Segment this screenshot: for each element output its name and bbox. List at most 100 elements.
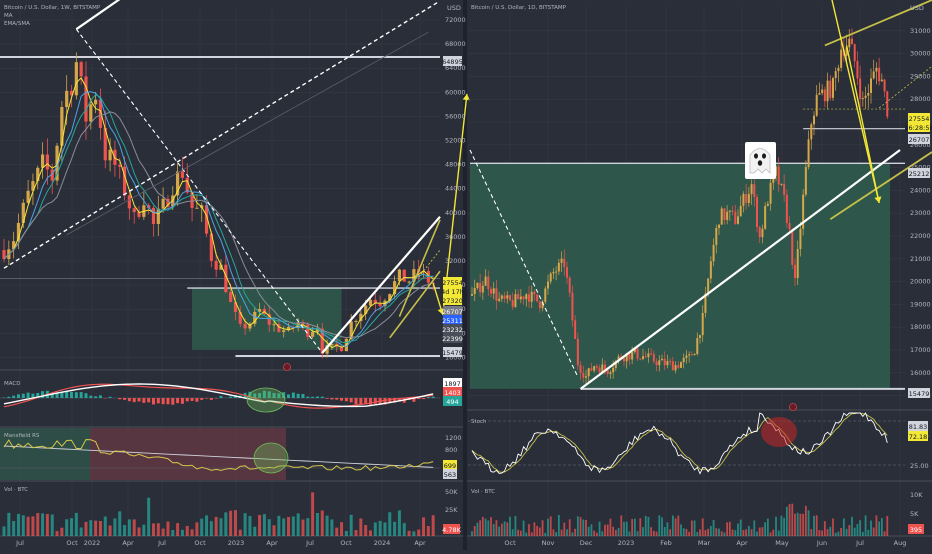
left-volume-bar [224, 512, 227, 536]
right-candle [751, 184, 753, 194]
right-volume-bar [843, 518, 845, 536]
right-volume-bar [501, 524, 503, 536]
right-volume-bar [713, 520, 715, 536]
right-candle [797, 249, 799, 278]
left-candle [65, 91, 68, 107]
right-volume-bar [585, 520, 587, 536]
right-candle [813, 116, 815, 125]
right-candle [865, 96, 867, 98]
right-x-tick: Feb [660, 539, 672, 547]
right-volume-bar [675, 518, 677, 536]
right-volume-bar [694, 520, 696, 536]
right-candle [688, 354, 690, 355]
right-volume-bar [648, 517, 650, 536]
left-volume-bar [350, 515, 353, 536]
left-volume-bar [27, 517, 30, 536]
right-candle [886, 91, 888, 116]
right-volume-bar [544, 533, 546, 536]
left-candle [407, 282, 410, 283]
right-candle [569, 278, 571, 293]
left-volume-bar [403, 523, 406, 536]
right-y-tick: USD [910, 4, 924, 12]
left-y-tick: 56000 [445, 112, 466, 120]
right-candle [645, 356, 647, 357]
right-candle [531, 292, 533, 302]
right-candle [656, 361, 658, 365]
macd-value-label: 1403 [444, 389, 461, 397]
right-candle [761, 229, 763, 237]
right-volume-bar [805, 506, 807, 536]
left-price-label: 27320 [442, 297, 463, 305]
right-volume-bar [637, 531, 639, 536]
right-volume-bar [615, 530, 617, 536]
mansfield-title: Mansfield RS [4, 433, 40, 439]
right-volume-bar [759, 528, 761, 536]
right-volume-bar [721, 531, 723, 536]
right-candle [631, 352, 633, 360]
right-candle [563, 259, 565, 267]
right-volume-bar [618, 528, 620, 536]
left-volume-bar [186, 526, 189, 536]
right-volume-bar [775, 517, 777, 536]
right-x-tick: Oct [504, 539, 516, 547]
right-x-tick: Nov [542, 539, 555, 547]
right-candle [685, 356, 687, 358]
left-volume-bar [99, 521, 102, 536]
left-header-2: EMA/SMA [4, 21, 30, 27]
macd-histogram-bar [89, 396, 92, 398]
right-volume-bar [810, 529, 812, 536]
left-price-label: 64895 [442, 58, 463, 66]
left-volume-bar [263, 514, 266, 536]
right-volume-bar [737, 523, 739, 536]
left-candle [162, 199, 165, 209]
right-volume-bar [607, 524, 609, 536]
macd-histogram-bar [152, 398, 155, 404]
macd-histogram-bar [364, 398, 367, 403]
macd-histogram-bar [422, 398, 425, 399]
right-x-tick: May [775, 539, 789, 547]
right-candle [748, 194, 750, 203]
left-volume-bar [128, 519, 131, 536]
left-volume-bar [84, 522, 87, 536]
macd-histogram-bar [99, 395, 102, 398]
right-volume-bar [572, 532, 574, 536]
left-volume-bar [412, 531, 415, 536]
right-candle [740, 206, 742, 217]
left-volume-bar [36, 513, 39, 536]
stoch-tick: 25.00 [910, 462, 929, 470]
right-candle [580, 365, 582, 373]
right-volume-bar [498, 527, 500, 536]
right-x-tick: Mar [698, 539, 711, 547]
ghost-mouth [758, 160, 762, 166]
macd-histogram-bar [7, 397, 10, 398]
macd-histogram-bar [191, 398, 194, 401]
right-y-tick: 18000 [910, 323, 931, 331]
right-candle [778, 166, 780, 184]
left-candle [133, 208, 136, 212]
right-volume-bar [656, 532, 658, 536]
macd-histogram-bar [340, 398, 343, 401]
left-volume-bar [374, 522, 377, 536]
macd-histogram-bar [75, 392, 78, 398]
left-volume-bar [379, 521, 382, 536]
right-candle [585, 376, 587, 377]
right-volume-bar [688, 532, 690, 536]
stoch-value-label: 81.83 [909, 423, 928, 431]
right-volume-bar [471, 531, 473, 536]
right-candle [767, 204, 769, 206]
left-volume-label: 4.78K [442, 526, 461, 534]
left-candle [244, 324, 247, 329]
left-volume-bar [113, 518, 116, 536]
left-volume-bar [306, 518, 309, 536]
right-y-tick: 24000 [910, 186, 931, 194]
right-volume-bar [729, 522, 731, 536]
right-candle [859, 78, 861, 99]
right-price-label: 25212 [909, 170, 930, 178]
right-price-label: 27554 [909, 115, 930, 123]
right-volume-bar [490, 517, 492, 536]
macd-value-label: 494 [446, 398, 458, 406]
macd-histogram-bar [147, 398, 150, 402]
macd-histogram-bar [80, 392, 83, 398]
right-volume-bar [626, 522, 628, 536]
